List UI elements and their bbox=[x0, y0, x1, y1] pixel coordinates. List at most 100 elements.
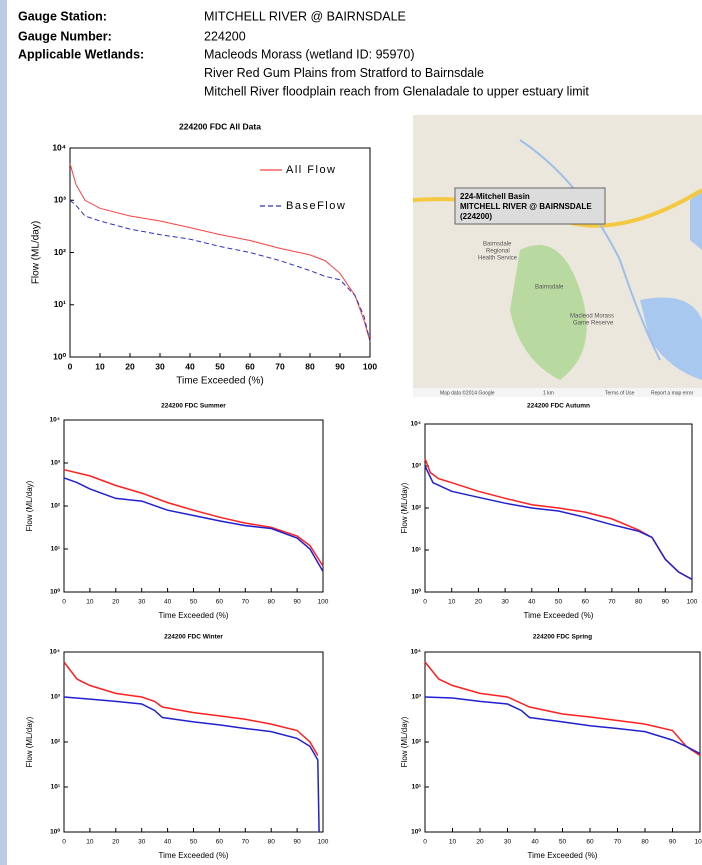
map-footer: Map data ©2014 Google bbox=[440, 389, 495, 396]
x-axis-label: Time Exceeded (%) bbox=[528, 851, 598, 860]
x-tick-label: 80 bbox=[268, 599, 276, 606]
x-tick-label: 10 bbox=[86, 839, 94, 846]
map: 224-Mitchell Basin MITCHELL RIVER @ BAIR… bbox=[413, 115, 702, 397]
x-tick-label: 20 bbox=[476, 839, 484, 846]
x-tick-label: 100 bbox=[695, 839, 702, 846]
x-tick-label: 30 bbox=[138, 839, 146, 846]
x-tick-label: 30 bbox=[504, 839, 512, 846]
x-axis-label: Time Exceeded (%) bbox=[524, 611, 594, 620]
x-tick-label: 70 bbox=[275, 361, 285, 371]
x-tick-label: 40 bbox=[531, 839, 539, 846]
y-tick-label: 10² bbox=[54, 247, 66, 257]
y-axis-label: Flow (ML/day) bbox=[31, 221, 42, 284]
x-tick-label: 90 bbox=[335, 361, 345, 371]
x-tick-label: 50 bbox=[555, 599, 563, 606]
y-tick-label: 10³ bbox=[412, 694, 422, 701]
x-tick-label: 0 bbox=[423, 839, 427, 846]
x-tick-label: 100 bbox=[687, 599, 698, 606]
y-axis-label: Flow (ML/day) bbox=[25, 480, 34, 531]
x-tick-label: 60 bbox=[216, 839, 224, 846]
x-tick-label: 0 bbox=[62, 599, 66, 606]
y-tick-label: 10³ bbox=[412, 463, 422, 470]
x-axis-label: Time Exceeded (%) bbox=[159, 851, 229, 860]
legend-label: BaseFlow bbox=[286, 200, 346, 212]
chart-title: 224200 FDC Autumn bbox=[527, 403, 590, 410]
x-tick-label: 10 bbox=[448, 599, 456, 606]
y-tick-label: 10⁴ bbox=[50, 417, 60, 424]
x-tick-label: 50 bbox=[190, 599, 198, 606]
x-tick-label: 60 bbox=[586, 839, 594, 846]
field-label: Gauge Number: bbox=[18, 29, 112, 43]
x-tick-label: 70 bbox=[242, 839, 250, 846]
y-tick-label: 10¹ bbox=[412, 784, 421, 791]
y-tick-label: 10⁴ bbox=[411, 421, 421, 428]
field-value: 224200 bbox=[204, 29, 246, 43]
x-tick-label: 70 bbox=[614, 839, 622, 846]
x-tick-label: 10 bbox=[95, 361, 105, 371]
x-tick-label: 40 bbox=[528, 599, 536, 606]
page: 224-Mitchell Basin MITCHELL RIVER @ BAIR… bbox=[0, 0, 702, 865]
y-tick-label: 10⁰ bbox=[50, 828, 60, 836]
x-tick-label: 20 bbox=[112, 599, 120, 606]
chart-title: 224200 FDC Winter bbox=[164, 634, 223, 641]
document: 224-Mitchell Basin MITCHELL RIVER @ BAIR… bbox=[0, 0, 702, 865]
y-tick-label: 10⁰ bbox=[411, 588, 421, 596]
y-tick-label: 10⁴ bbox=[52, 142, 66, 152]
x-tick-label: 50 bbox=[215, 361, 225, 371]
x-tick-label: 90 bbox=[669, 839, 677, 846]
x-tick-label: 90 bbox=[662, 599, 670, 606]
y-tick-label: 10¹ bbox=[51, 546, 60, 553]
x-tick-label: 40 bbox=[164, 839, 172, 846]
y-tick-label: 10⁰ bbox=[50, 588, 60, 596]
x-tick-label: 40 bbox=[164, 599, 172, 606]
x-tick-label: 20 bbox=[112, 839, 120, 846]
map-callout: (224200) bbox=[460, 212, 492, 221]
x-tick-label: 80 bbox=[268, 839, 276, 846]
x-tick-label: 10 bbox=[449, 839, 457, 846]
map-footer: 1 km bbox=[543, 390, 554, 396]
x-tick-label: 70 bbox=[608, 599, 616, 606]
y-tick-label: 10⁰ bbox=[411, 828, 421, 836]
x-tick-label: 100 bbox=[318, 839, 329, 846]
left-strip bbox=[0, 0, 7, 865]
y-tick-label: 10¹ bbox=[412, 547, 421, 554]
y-axis-label: Flow (ML/day) bbox=[400, 716, 409, 767]
legend-label: All Flow bbox=[286, 164, 337, 176]
map-callout: MITCHELL RIVER @ BAIRNSDALE bbox=[460, 202, 592, 211]
y-tick-label: 10¹ bbox=[54, 299, 66, 309]
x-tick-label: 90 bbox=[293, 599, 301, 606]
x-tick-label: 20 bbox=[475, 599, 483, 606]
map-place: Bairnsdale bbox=[535, 285, 564, 291]
x-tick-label: 80 bbox=[635, 599, 643, 606]
x-tick-label: 10 bbox=[86, 599, 94, 606]
x-tick-label: 30 bbox=[501, 599, 509, 606]
x-tick-label: 60 bbox=[216, 599, 224, 606]
map-place: Health Service bbox=[478, 256, 518, 262]
y-tick-label: 10⁴ bbox=[411, 649, 421, 656]
y-tick-label: 10² bbox=[412, 505, 422, 512]
chart-title: 224200 FDC Summer bbox=[161, 403, 226, 410]
x-tick-label: 70 bbox=[242, 599, 250, 606]
map-callout: 224-Mitchell Basin bbox=[460, 192, 530, 201]
y-axis-label: Flow (ML/day) bbox=[400, 482, 409, 533]
field-label: Applicable Wetlands: bbox=[18, 47, 144, 61]
map-place: Game Reserve bbox=[573, 321, 614, 327]
y-tick-label: 10³ bbox=[51, 694, 61, 701]
x-tick-label: 100 bbox=[318, 599, 329, 606]
y-tick-label: 10⁴ bbox=[50, 649, 60, 656]
x-tick-label: 20 bbox=[125, 361, 135, 371]
x-tick-label: 0 bbox=[62, 839, 66, 846]
map-place: Bairnsdale bbox=[483, 242, 512, 248]
y-tick-label: 10⁰ bbox=[53, 351, 66, 361]
x-tick-label: 0 bbox=[68, 361, 73, 371]
x-axis-label: Time Exceeded (%) bbox=[176, 376, 263, 387]
field-label: Gauge Station: bbox=[18, 9, 107, 23]
field-value: MITCHELL RIVER @ BAIRNSDALE bbox=[204, 9, 406, 23]
map-footer: Terms of Use bbox=[605, 390, 635, 396]
x-tick-label: 50 bbox=[559, 839, 567, 846]
x-tick-label: 40 bbox=[185, 361, 195, 371]
x-axis-label: Time Exceeded (%) bbox=[159, 611, 229, 620]
x-tick-label: 60 bbox=[245, 361, 255, 371]
field-value: Macleods Morass (wetland ID: 95970) bbox=[204, 47, 415, 61]
map-footer: Report a map error bbox=[651, 390, 694, 396]
